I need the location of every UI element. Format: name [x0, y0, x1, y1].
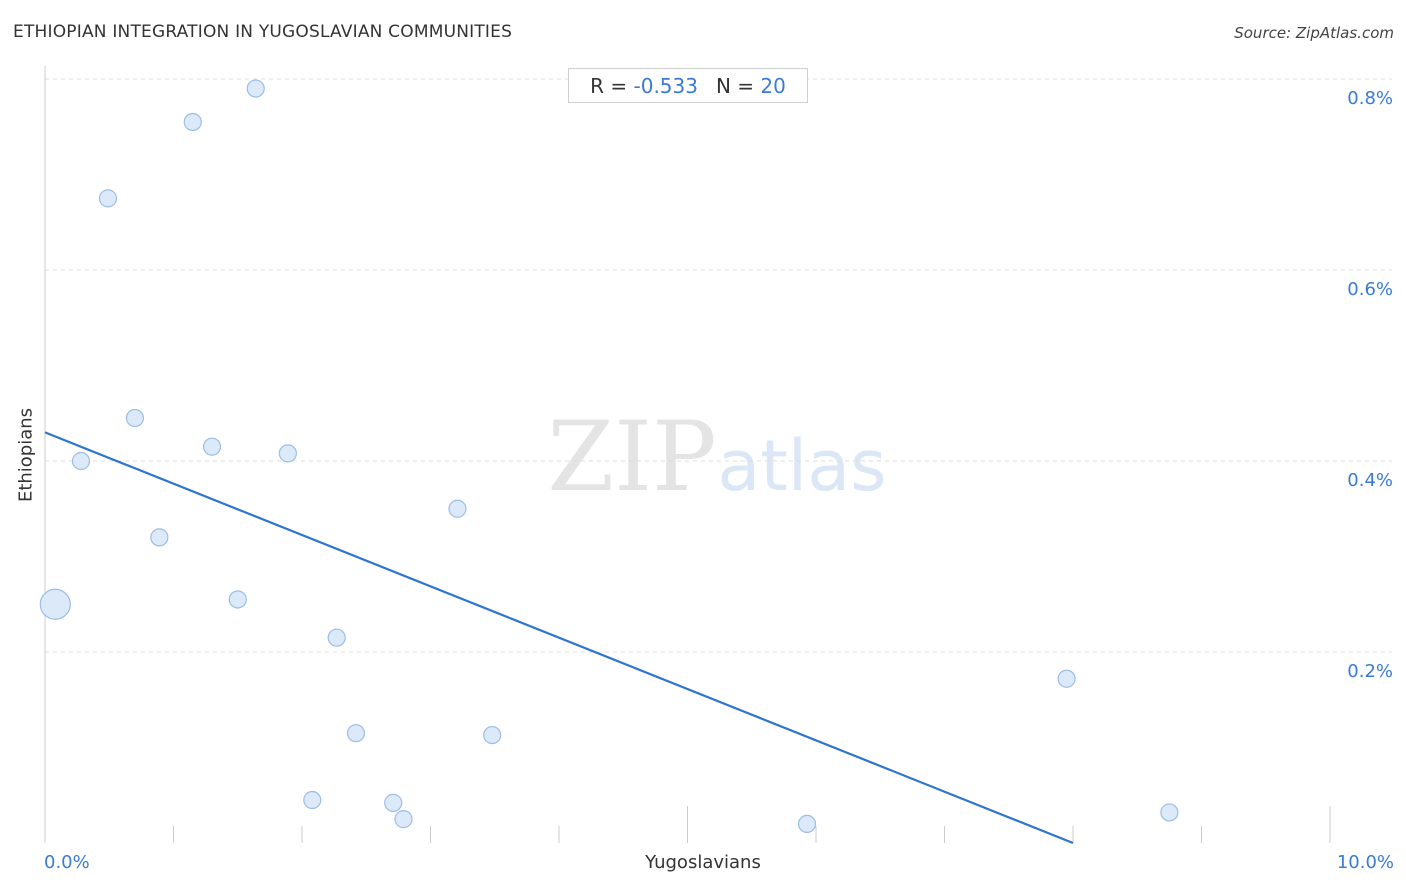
- data-point: [1160, 803, 1179, 822]
- data-point: [202, 437, 222, 456]
- data-point: [483, 725, 502, 745]
- data-point: [394, 810, 413, 829]
- data-point: [327, 628, 346, 647]
- data-points: [39, 79, 1179, 834]
- data-point: [448, 499, 467, 518]
- data-point: [71, 451, 91, 471]
- data-point: [39, 588, 71, 620]
- x-tick-label-min: 0.0%: [44, 852, 90, 873]
- data-point: [183, 112, 202, 132]
- x-axis-title: Yugoslavians: [645, 852, 761, 873]
- data-point: [278, 444, 297, 463]
- data-point: [797, 814, 817, 834]
- watermark-atlas: atlas: [717, 425, 886, 507]
- r-stat: R = -0.533: [590, 74, 698, 98]
- trend-line-group: [44, 431, 1074, 845]
- zipatlas-watermark: ZIP atlas: [547, 401, 886, 513]
- data-point: [125, 408, 145, 428]
- gridlines: [45, 78, 1392, 653]
- x-tick-label-max: 10.0%: [1336, 852, 1394, 873]
- y-tick-label: 0.6%: [1347, 279, 1393, 300]
- data-point: [246, 79, 265, 98]
- chart-source: Source: ZipAtlas.com: [1234, 24, 1394, 42]
- trend-line: [44, 431, 1074, 845]
- axes: [44, 66, 1331, 843]
- n-value: 20: [760, 73, 786, 98]
- data-point: [150, 528, 169, 547]
- y-tick-labels: 0.2% 0.4% 0.6% 0.8%: [1347, 88, 1393, 682]
- y-axis-title: Ethiopians: [15, 407, 37, 503]
- r-value: -0.533: [633, 73, 698, 98]
- data-point: [346, 724, 366, 743]
- y-tick-label: 0.2%: [1347, 661, 1393, 682]
- data-point: [303, 790, 322, 810]
- y-tick-label: 0.4%: [1347, 470, 1393, 491]
- n-label: N =: [715, 73, 755, 98]
- data-point: [98, 189, 118, 208]
- watermark-zip: ZIP: [547, 401, 716, 513]
- n-stat: N = 20: [716, 74, 786, 98]
- data-point: [228, 590, 247, 609]
- chart-title: ETHIOPIAN INTEGRATION IN YUGOSLAVIAN COM…: [13, 22, 513, 42]
- r-label: R =: [590, 73, 628, 98]
- data-point: [1057, 669, 1076, 688]
- correlation-stat-box: R = -0.533 N = 20: [568, 68, 808, 103]
- data-point: [384, 793, 403, 812]
- y-tick-label: 0.8%: [1347, 88, 1393, 109]
